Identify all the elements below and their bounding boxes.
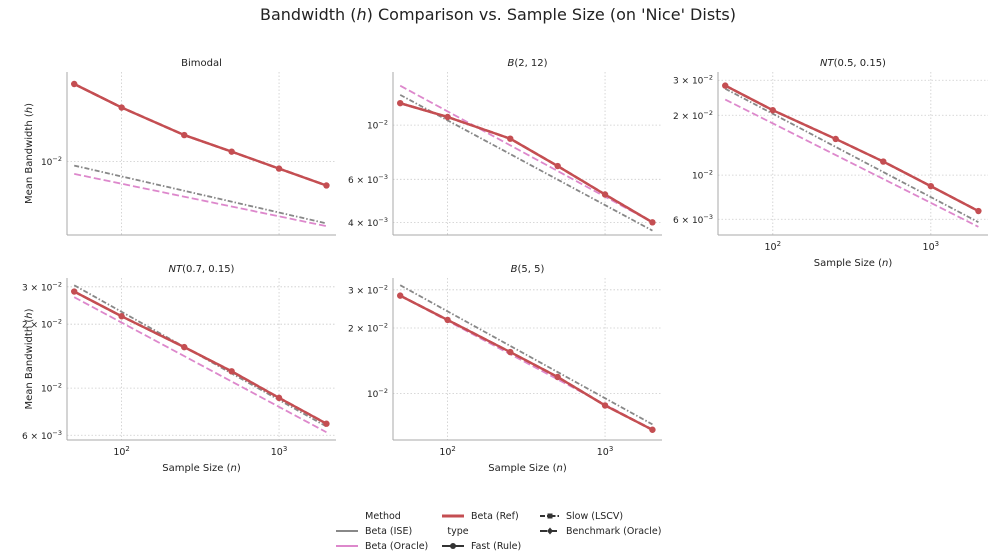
y-tick-label: 6 × 10−3 <box>348 173 388 186</box>
y-tick-label: 6 × 10−3 <box>22 429 62 442</box>
y-tick-label: 10−2 <box>367 119 388 132</box>
series-line-beta_ise-slow <box>399 284 653 426</box>
y-tick-label: 3 × 10−2 <box>348 283 388 296</box>
legend-benchmark-marker <box>547 527 553 535</box>
legend-benchmark-label: Benchmark (Oracle) <box>566 526 661 537</box>
x-axis-label: Sample Size (n) <box>162 463 241 474</box>
series-line-beta_ref-benchmark <box>399 294 653 431</box>
legend-beta-oracle-label: Beta (Oracle) <box>365 541 428 552</box>
x-tick-label: 103 <box>271 445 288 458</box>
y-tick-label: 10−2 <box>41 155 62 168</box>
x-tick-label: 103 <box>923 240 940 253</box>
series-line-beta_ref-fast <box>73 82 327 187</box>
y-tick-label: 2 × 10−2 <box>348 322 388 335</box>
panel-title: B(5, 5) <box>511 264 545 275</box>
panel-5: B(5, 5) 102 103 3 × 10−2 2 × 10−2 10−2 Sample … <box>348 264 662 474</box>
series-line-beta_ref-benchmark <box>399 102 654 224</box>
panel-title: B(2, 12) <box>507 58 547 69</box>
x-tick-label: 102 <box>765 240 782 253</box>
x-axis-label: Sample Size (n) <box>488 463 567 474</box>
legend-beta-ise-label: Beta (ISE) <box>365 526 412 537</box>
series-line-beta_oracle-benchmark <box>73 296 327 434</box>
series-line-beta_oracle-benchmark <box>74 173 327 228</box>
y-tick-label: 10−2 <box>41 382 62 395</box>
panel-title: Bimodal <box>181 58 222 69</box>
legend-beta-ref-label: Beta (Ref) <box>471 511 519 522</box>
x-tick-label: 103 <box>597 445 614 458</box>
y-tick-label: 4 × 10−3 <box>348 216 388 229</box>
x-tick-label: 102 <box>113 445 130 458</box>
series-line-beta_ref-benchmark <box>73 82 327 187</box>
y-tick-label: 6 × 10−3 <box>673 213 713 226</box>
x-tick-label: 102 <box>439 445 456 458</box>
series-line-beta_ref-fast <box>399 102 654 224</box>
x-axis-label: Sample Size (n) <box>814 258 893 269</box>
series-line-beta_oracle-benchmark <box>399 294 653 431</box>
y-axis-label: Mean Bandwidth (h) <box>24 103 35 204</box>
panel-title: NT(0.5, 0.15) <box>820 58 886 69</box>
legend-slow-marker <box>547 513 553 519</box>
panel-3: NT(0.5, 0.15) 102 103 3 × 10−2 2 × 10−2 10−2 6… <box>673 58 988 269</box>
legend-method-title: Method <box>365 511 401 522</box>
panels: Bimodal 10−2 Mean Bandwidth (h) B(2, 12) 10−… <box>22 58 988 474</box>
y-axis-label: Mean Bandwidth (h) <box>24 308 35 409</box>
data-point-beta_ref <box>649 219 656 226</box>
series-line-beta_oracle-benchmark <box>399 84 653 224</box>
panel-4: NT(0.7, 0.15) 102 103 3 × 10−2 2 × 10−2 10−2 6… <box>22 264 336 474</box>
series-line-beta_ise-slow <box>73 164 327 225</box>
y-tick-label: 10−2 <box>367 387 388 400</box>
series-line-beta_ref-benchmark <box>73 290 328 425</box>
y-tick-label: 10−2 <box>692 169 713 182</box>
series-line-beta_oracle-benchmark <box>724 98 979 228</box>
panel-title: NT(0.7, 0.15) <box>169 264 235 275</box>
legend-slow-label: Slow (LSCV) <box>566 511 623 522</box>
series-line-beta_ise-slow <box>399 94 653 232</box>
legend-fast-label: Fast (Rule) <box>471 541 521 552</box>
legend-type-title: type <box>447 526 468 537</box>
panel-2: B(2, 12) 10−2 6 × 10−3 4 × 10−3 <box>348 58 662 236</box>
y-tick-label: 2 × 10−2 <box>673 109 713 122</box>
y-tick-label: 2 × 10−2 <box>22 318 62 331</box>
series-line-beta_ref-benchmark <box>724 84 979 213</box>
legend: Method Beta (ISE) Beta (Oracle) Beta (Re… <box>336 511 661 552</box>
series-line-beta_ise-slow <box>724 87 979 223</box>
y-tick-label: 3 × 10−2 <box>22 280 62 293</box>
legend-fast-marker <box>450 543 456 549</box>
y-tick-label: 3 × 10−2 <box>673 74 713 87</box>
figure-title: Bandwidth (h) Comparison vs. Sample Size… <box>260 5 736 24</box>
panel-1: Bimodal 10−2 Mean Bandwidth (h) <box>24 58 336 236</box>
